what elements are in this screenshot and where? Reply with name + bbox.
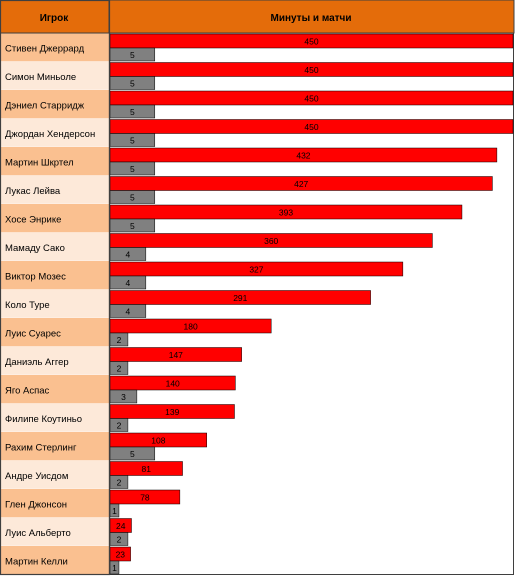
player-name: Джордан Хендерсон [5, 129, 95, 140]
player-row-cell [0, 147, 109, 176]
player-row-cell [0, 261, 109, 290]
minutes-label: 24 [116, 521, 126, 531]
minutes-label: 360 [264, 236, 278, 246]
matches-label: 2 [117, 335, 122, 345]
minutes-label: 432 [296, 151, 310, 161]
minutes-label: 450 [304, 37, 318, 47]
player-name: Лукас Лейва [5, 186, 61, 197]
player-name: Даниэль Аггер [5, 357, 69, 368]
player-name: Андре Уисдом [5, 471, 68, 482]
player-row-cell [0, 517, 109, 546]
matches-label: 4 [126, 307, 131, 317]
player-row-cell [0, 33, 109, 62]
minutes-label: 393 [279, 208, 293, 218]
minutes-label: 140 [166, 379, 180, 389]
matches-label: 4 [126, 278, 131, 288]
matches-label: 5 [130, 164, 135, 174]
matches-label: 5 [130, 449, 135, 459]
player-row-cell [0, 432, 109, 461]
player-row-cell [0, 289, 109, 318]
player-name: Виктор Мозес [5, 271, 66, 282]
player-row-cell [0, 118, 109, 147]
header-value-label: Минуты и матчи [270, 13, 351, 24]
player-row-cell [0, 346, 109, 375]
matches-label: 5 [130, 193, 135, 203]
matches-label: 5 [130, 136, 135, 146]
minutes-label: 450 [304, 122, 318, 132]
player-row-cell [0, 232, 109, 261]
minutes-label: 450 [304, 65, 318, 75]
player-row-cell [0, 90, 109, 119]
minutes-label: 180 [184, 322, 198, 332]
player-name: Глен Джонсон [5, 499, 67, 510]
matches-label: 5 [130, 221, 135, 231]
matches-label: 2 [117, 421, 122, 431]
minutes-label: 78 [140, 493, 150, 503]
minutes-label: 427 [294, 179, 308, 189]
player-row-cell [0, 546, 109, 575]
player-name: Мартин Келли [5, 556, 68, 567]
header: Игрок Минуты и матчи [0, 0, 515, 34]
matches-label: 1 [112, 563, 117, 573]
player-name: Яго Аспас [5, 385, 50, 396]
player-row-cell [0, 175, 109, 204]
rows: Стивен Джеррард Симон Миньоле Дэниел Старр… [0, 33, 109, 575]
player-row-cell [0, 403, 109, 432]
player-name: Коло Туре [5, 300, 50, 311]
player-name: Луис Суарес [5, 328, 61, 339]
player-row-cell [0, 318, 109, 347]
player-name: Рахим Стерлинг [5, 442, 77, 453]
matches-label: 2 [117, 364, 122, 374]
player-name: Хосе Энрике [5, 214, 61, 225]
player-name: Луис Альберто [5, 528, 71, 539]
player-row-cell [0, 489, 109, 518]
player-name: Филипе Коутиньо [5, 414, 82, 425]
player-row-cell [0, 61, 109, 90]
minutes-label: 147 [169, 350, 183, 360]
minutes-label: 291 [233, 293, 247, 303]
player-name: Стивен Джеррард [5, 43, 85, 54]
header-player-label: Игрок [40, 13, 70, 24]
matches-label: 2 [117, 478, 122, 488]
bars: 4505450545054505432542753935360432742914… [109, 33, 514, 575]
minutes-label: 23 [116, 550, 126, 560]
minutes-label: 450 [304, 94, 318, 104]
minutes-label: 81 [142, 464, 152, 474]
matches-label: 5 [130, 50, 135, 60]
player-name: Дэниел Старридж [5, 100, 85, 111]
player-name: Мартин Шкртел [5, 157, 74, 168]
minutes-label: 139 [165, 407, 179, 417]
minutes-label: 108 [151, 436, 165, 446]
player-name: Мамаду Сако [5, 243, 65, 254]
player-row-cell [0, 460, 109, 489]
header-value-cell [108, 0, 515, 34]
minutes-label: 327 [249, 265, 263, 275]
matches-label: 5 [130, 79, 135, 89]
matches-label: 4 [126, 250, 131, 260]
matches-label: 1 [112, 506, 117, 516]
matches-label: 3 [121, 392, 126, 402]
matches-label: 2 [117, 535, 122, 545]
player-row-cell [0, 204, 109, 233]
player-row-cell [0, 375, 109, 404]
matches-label: 5 [130, 107, 135, 117]
player-name: Симон Миньоле [5, 72, 76, 83]
